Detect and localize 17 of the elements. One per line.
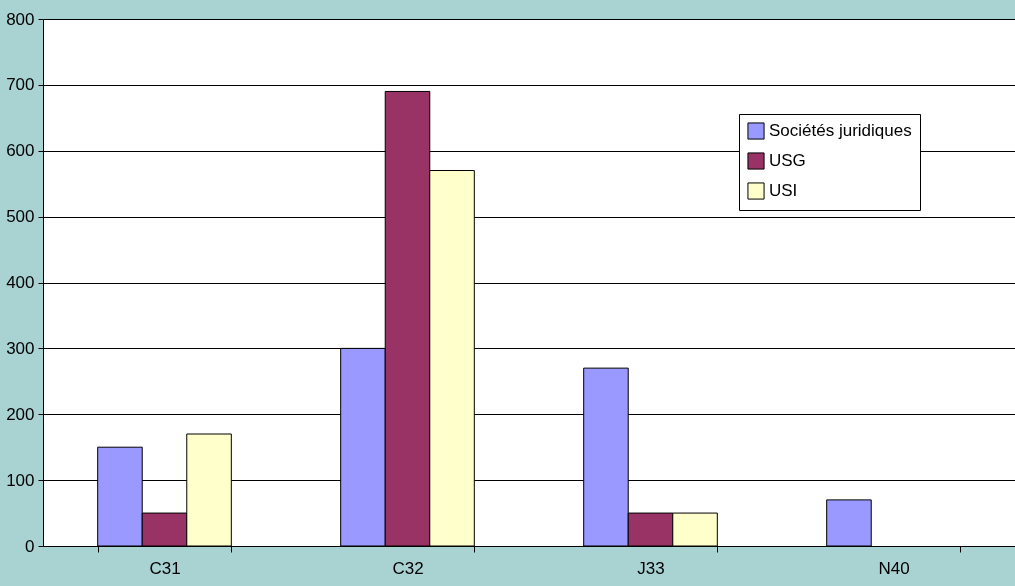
y-tick-label: 600 — [6, 141, 35, 161]
y-tick-label: 500 — [6, 207, 35, 227]
x-tick-label: J33 — [637, 558, 665, 578]
y-tick-label: 200 — [6, 404, 35, 424]
x-tick-label: N40 — [878, 558, 910, 578]
legend-label: USG — [769, 151, 806, 170]
y-tick-label: 800 — [6, 9, 35, 29]
y-tick-label: 100 — [6, 470, 35, 490]
y-tick-label: 0 — [25, 536, 35, 556]
y-tick-label: 700 — [6, 75, 35, 95]
bar — [826, 499, 872, 547]
x-tick-label: C32 — [392, 558, 424, 578]
legend-label: Sociétés juridiques — [769, 121, 912, 140]
x-tick-label: C31 — [149, 558, 181, 578]
y-tick-label: 400 — [6, 273, 35, 292]
legend-label: USI — [769, 181, 798, 200]
y-tick-label: 300 — [6, 338, 35, 358]
